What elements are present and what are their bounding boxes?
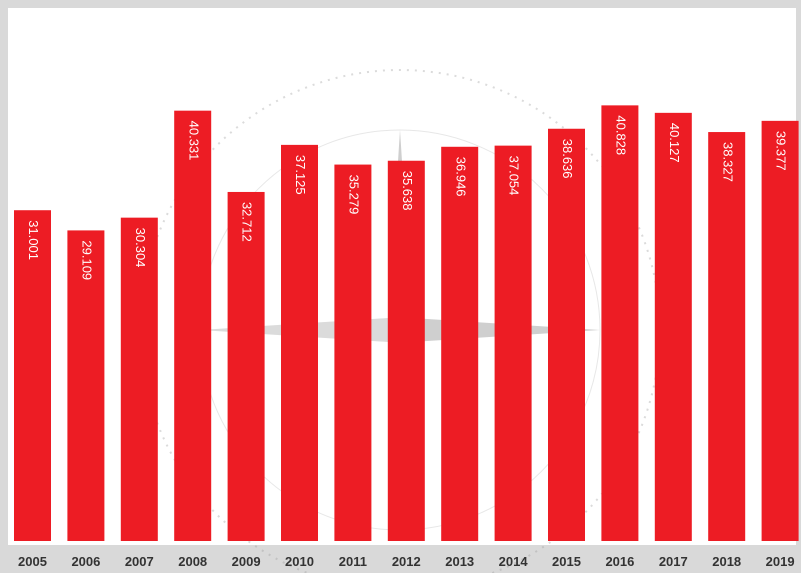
x-tick-label: 2007 bbox=[125, 554, 154, 569]
bar bbox=[281, 144, 318, 541]
value-label: 39.377 bbox=[774, 131, 789, 171]
x-tick-label: 2011 bbox=[339, 554, 367, 569]
x-tick-label: 2012 bbox=[392, 554, 421, 569]
x-tick-label: 2005 bbox=[18, 554, 47, 569]
x-tick-label: 2014 bbox=[499, 554, 529, 569]
bar bbox=[227, 191, 265, 542]
bar bbox=[548, 128, 585, 541]
x-tick-label: 2017 bbox=[659, 554, 688, 569]
value-label: 36.946 bbox=[453, 157, 468, 197]
value-label: 40.331 bbox=[186, 121, 201, 161]
bar bbox=[14, 210, 51, 541]
x-tick-label: 2006 bbox=[71, 554, 100, 569]
x-tick-label: 2015 bbox=[552, 554, 581, 569]
bar bbox=[708, 132, 746, 541]
x-tick-label: 2016 bbox=[605, 554, 634, 569]
value-label: 31.001 bbox=[26, 220, 41, 260]
x-tick-label: 2018 bbox=[712, 554, 741, 569]
value-label: 38.636 bbox=[560, 139, 575, 179]
bar bbox=[387, 160, 425, 541]
bar bbox=[120, 217, 158, 542]
x-tick-label: 2008 bbox=[178, 554, 207, 569]
bar bbox=[761, 120, 799, 541]
bar bbox=[67, 230, 105, 541]
x-tick-label: 2010 bbox=[285, 554, 314, 569]
bar bbox=[174, 110, 212, 542]
value-label: 32.712 bbox=[240, 202, 255, 242]
value-label: 40.828 bbox=[613, 115, 628, 155]
bar bbox=[601, 105, 639, 542]
value-label: 37.054 bbox=[507, 156, 522, 196]
value-label: 30.304 bbox=[133, 228, 148, 268]
bar bbox=[334, 164, 372, 542]
x-tick-label: 2009 bbox=[232, 554, 261, 569]
value-label: 37.125 bbox=[293, 155, 308, 195]
bar bbox=[441, 146, 479, 541]
bar bbox=[494, 145, 532, 541]
value-label: 35.279 bbox=[346, 175, 361, 215]
value-label: 38.327 bbox=[720, 142, 735, 182]
bar bbox=[654, 112, 692, 541]
value-label: 29.109 bbox=[79, 240, 94, 280]
x-tick-label: 2013 bbox=[445, 554, 474, 569]
value-label: 40.127 bbox=[667, 123, 682, 163]
x-tick-label: 2019 bbox=[766, 554, 795, 569]
value-label: 35.638 bbox=[400, 171, 415, 211]
